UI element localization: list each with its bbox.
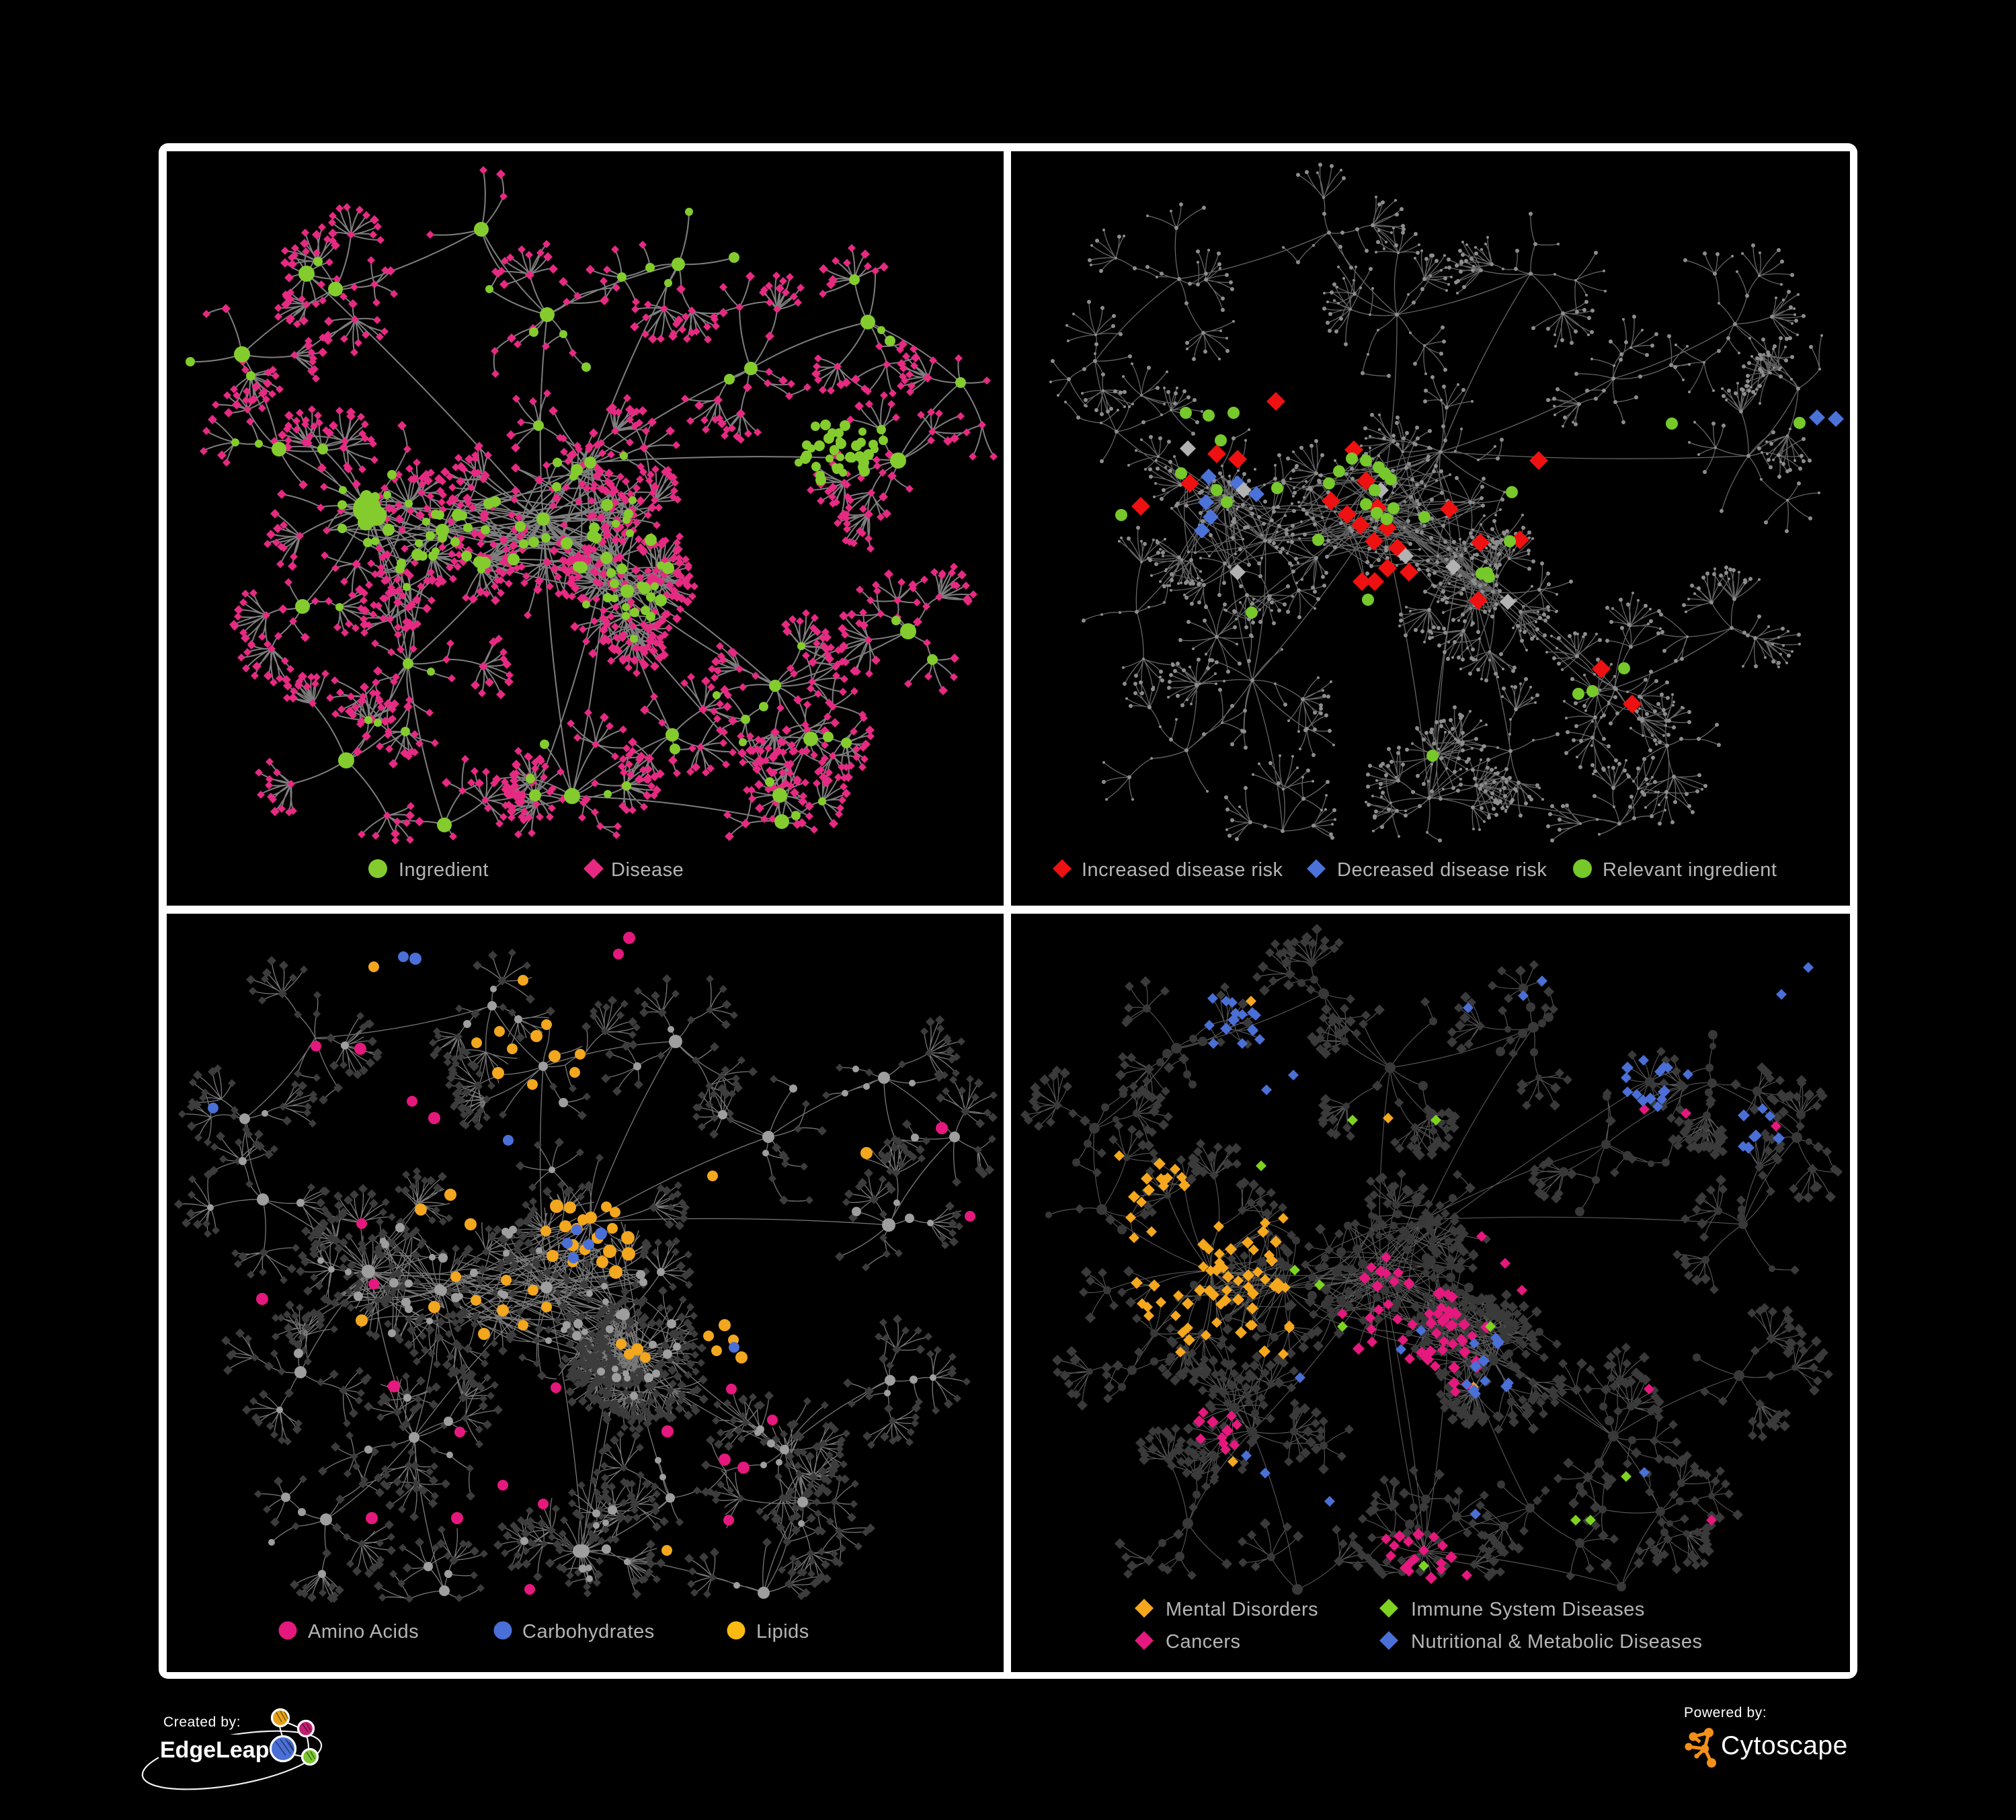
svg-text:Decreased disease risk: Decreased disease risk bbox=[1337, 859, 1547, 881]
svg-text:Cancers: Cancers bbox=[1166, 1631, 1241, 1653]
svg-text:Relevant ingredient: Relevant ingredient bbox=[1603, 859, 1777, 881]
svg-text:Lipids: Lipids bbox=[756, 1621, 809, 1643]
svg-text:Mental Disorders: Mental Disorders bbox=[1166, 1599, 1318, 1620]
svg-text:Nutritional & Metabolic Diseas: Nutritional & Metabolic Diseases bbox=[1411, 1631, 1702, 1653]
svg-text:Immune System Diseases: Immune System Diseases bbox=[1411, 1599, 1645, 1620]
svg-text:Ingredient: Ingredient bbox=[399, 859, 489, 881]
svg-text:Amino Acids: Amino Acids bbox=[308, 1621, 419, 1643]
svg-text:Created by:: Created by: bbox=[163, 1714, 241, 1730]
svg-text:Cytoscape: Cytoscape bbox=[1721, 1731, 1848, 1760]
svg-text:Disease: Disease bbox=[611, 859, 684, 881]
svg-text:EdgeLeap: EdgeLeap bbox=[160, 1737, 269, 1763]
svg-text:Powered by:: Powered by: bbox=[1684, 1705, 1767, 1720]
svg-text:Carbohydrates: Carbohydrates bbox=[522, 1621, 655, 1643]
svg-text:Increased disease risk: Increased disease risk bbox=[1082, 859, 1283, 881]
